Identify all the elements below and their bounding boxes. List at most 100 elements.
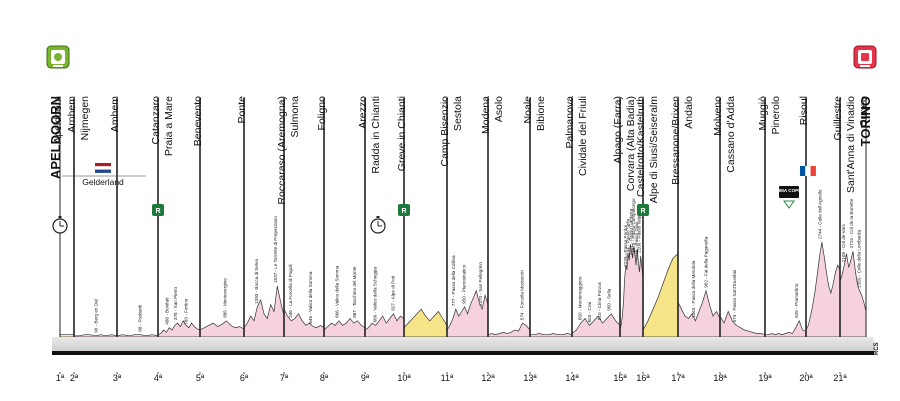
- stage-profile-area-14: [571, 313, 621, 338]
- climb-label: 2239 - Passo Pordoi: [623, 225, 628, 267]
- stage-number-label: 11ª: [441, 373, 454, 383]
- cima-coppi-label: CIMA COPPI: [775, 188, 802, 193]
- profile-areas-layer: [59, 241, 867, 338]
- france-flag-stripe: [805, 165, 811, 177]
- profile-base-bar: [52, 351, 874, 355]
- stage-number-label: 6ª: [240, 373, 249, 383]
- extra-markers-layer: Gelderland CIMA COPPI R R R RCS: [52, 163, 880, 355]
- netherlands-flag-icon: [95, 163, 111, 167]
- stage-profile-area-18: [719, 310, 766, 338]
- city-label: Praia a Mare: [163, 96, 175, 156]
- city-label: Cassano d'Adda: [725, 96, 737, 173]
- city-label: Bressanone/Brixen: [670, 96, 682, 185]
- netherlands-flag-stripe: [95, 169, 111, 173]
- stage-profile-area-8: [323, 317, 366, 338]
- city-label: Apeldoorn: [52, 96, 64, 144]
- stage-profile-area-4: [157, 320, 201, 338]
- climb-label: 625 - Pramartino: [794, 283, 799, 318]
- stage-profile-area-12: [487, 322, 531, 338]
- stage-number-label: 20ª: [799, 373, 813, 383]
- climb-label: 488 - Bonifati: [165, 298, 170, 325]
- stage-profile-area-6: [243, 285, 285, 338]
- stage-profile-area-3: [116, 334, 159, 338]
- cima-coppi-triangle-icon: [783, 200, 795, 209]
- city-label: Catanzaro: [150, 96, 162, 145]
- climb-label: 962 - Fai della Paganella: [703, 236, 708, 287]
- city-label: Modena: [480, 96, 492, 134]
- start-logo-icon: [46, 45, 70, 69]
- city-label: Muggiò: [757, 96, 769, 131]
- climb-label: 827 - Alpe di Poti: [390, 276, 395, 311]
- stage-number-label: 8ª: [320, 373, 329, 383]
- city-label: Palmanova: [564, 96, 576, 149]
- city-label: Greve in Chianti: [396, 96, 408, 171]
- city-label: Nijmegen: [79, 96, 91, 141]
- stage-number-label: 2ª: [70, 373, 79, 383]
- climb-label: 603 - Crai: [587, 302, 592, 322]
- stage-profile-area-13: [529, 333, 573, 338]
- rest-day-badge: [398, 204, 410, 216]
- climb-label: 1363 - Passo della Mendola: [691, 260, 696, 317]
- baseline-layer: [52, 337, 874, 355]
- stage-number-label: 3ª: [113, 373, 122, 383]
- climb-label: 777 - Passo della Collina: [451, 255, 456, 306]
- climb-label: 90 - Berg en Dal: [94, 299, 99, 332]
- climb-label: 2244 - Passo Sella: [626, 218, 631, 257]
- finish-logo-icon: [853, 45, 877, 69]
- stage-number-label: 9ª: [361, 373, 370, 383]
- stage-profile-area-10: [403, 308, 448, 338]
- city-label: Alpago (Farra): [612, 96, 624, 164]
- stage-numbers-layer: 1ª 2ª 3ª 4ª 5ª 6ª 7ª 8ª 9ª 10ª 11ª 12ª 13ª 14ª 15ª 16ª 1…: [56, 372, 847, 383]
- city-label: Alpe di Siusi/Seiseralm: [648, 96, 660, 204]
- climb-label: 950 - Sella: [606, 288, 611, 310]
- region-label: Gelderland: [82, 177, 124, 187]
- profile-base-band: [52, 337, 874, 351]
- climb-label: 246 - La Forcella di Pogoli: [288, 264, 293, 317]
- city-label: Sestola: [452, 96, 464, 131]
- climb-label: 2744 - Colle dell'Agnello: [817, 189, 822, 239]
- stage-profile-area-17: [677, 289, 721, 338]
- stopwatch-icon: [370, 216, 386, 234]
- stage-number-label: 18ª: [713, 373, 727, 383]
- climb-label: 885 - Montevergine: [222, 278, 227, 318]
- stage-number-label: 5ª: [196, 373, 205, 383]
- stage-number-label: 21ª: [833, 373, 847, 383]
- climb-label: 910 - Cima Porzus: [597, 281, 602, 320]
- stage-profile-area-1: [59, 334, 75, 338]
- city-label: Noale: [522, 96, 534, 124]
- rest-day-label: R: [640, 208, 645, 215]
- city-labels-layer: Apeldoorn Arnhem Nijmegen Amhem Catanzaro Pra…: [48, 96, 873, 205]
- stage-profile-area-19: [764, 319, 807, 338]
- rest-day-label: R: [401, 208, 406, 215]
- city-label: Arnhem: [66, 96, 78, 133]
- climb-label: 2121 - Passo Gardena: [629, 209, 634, 256]
- rest-day-badge: [637, 204, 649, 216]
- stage-profile-area-7: [283, 309, 325, 338]
- climb-label: 2715 - Col de la Bonette: [849, 198, 854, 248]
- stage-number-label: 4ª: [154, 373, 163, 383]
- city-label: Foligno: [316, 96, 328, 131]
- climb-label: 2350 - Colle della Lombarda: [856, 230, 861, 288]
- city-label: Corvara (Alta Badia): [625, 96, 637, 191]
- climb-label: 574 - Forcella Mostaccin: [520, 270, 525, 320]
- stage-profile-area-2: [73, 334, 118, 338]
- city-label: Andalo: [683, 96, 695, 129]
- rest-day-badge: [152, 204, 164, 216]
- climb-label: 2200 - Passo Valparola: [637, 205, 642, 253]
- city-label: Risoul: [798, 96, 810, 125]
- stage-number-label: 19ª: [758, 373, 772, 383]
- stage-profile-area-21: [839, 251, 867, 338]
- stopwatch-icon: [52, 216, 68, 234]
- stage-lines-layer: [59, 98, 867, 355]
- stage-number-label: 1ª: [56, 373, 65, 383]
- climb-label: 574 - Passo Sant'Eusebio: [732, 269, 737, 322]
- city-label: Bibione: [535, 96, 547, 131]
- stage-number-label: 7ª: [280, 373, 289, 383]
- city-label: Radda in Chianti: [370, 96, 382, 174]
- stage-number-label: 16ª: [636, 373, 650, 383]
- rest-day-label: R: [155, 208, 160, 215]
- climb-label: 2108 - Col de Vars: [841, 224, 846, 263]
- france-flag-icon: [800, 166, 806, 176]
- stage-profile-area-15: [619, 244, 644, 338]
- city-label: Cividale del Friuli: [577, 96, 589, 176]
